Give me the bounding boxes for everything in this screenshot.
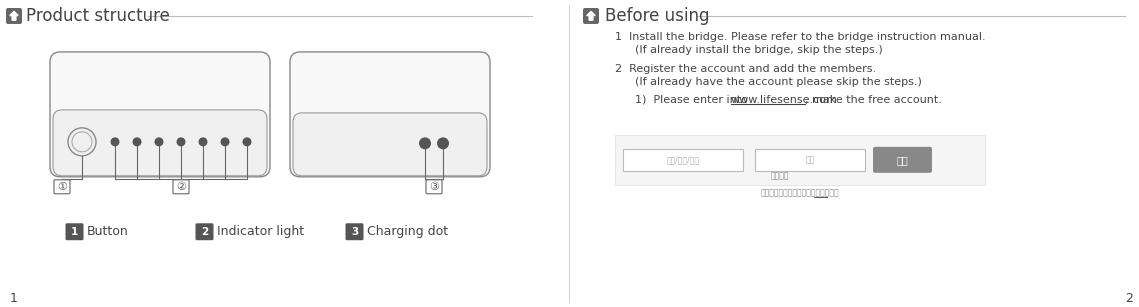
Circle shape bbox=[419, 137, 431, 149]
Text: 2  Register the account and add the members.: 2 Register the account and add the membe… bbox=[615, 64, 876, 74]
Text: 1: 1 bbox=[71, 227, 79, 237]
Polygon shape bbox=[10, 11, 18, 20]
Circle shape bbox=[155, 137, 164, 146]
Text: www.lifesense.com: www.lifesense.com bbox=[731, 95, 837, 105]
Text: 3: 3 bbox=[351, 227, 358, 237]
FancyBboxPatch shape bbox=[54, 110, 267, 176]
Text: 1: 1 bbox=[10, 292, 18, 305]
Text: 2: 2 bbox=[1125, 292, 1133, 305]
Text: 还没有乐心健康中心的账号？免费注册: 还没有乐心健康中心的账号？免费注册 bbox=[761, 188, 839, 197]
FancyBboxPatch shape bbox=[426, 180, 442, 194]
Text: ②: ② bbox=[177, 182, 186, 192]
Text: Charging dot: Charging dot bbox=[367, 225, 448, 238]
FancyBboxPatch shape bbox=[872, 147, 932, 173]
Circle shape bbox=[68, 128, 96, 156]
Text: (If already have the account please skip the steps.): (If already have the account please skip… bbox=[636, 77, 921, 87]
Text: Indicator light: Indicator light bbox=[218, 225, 304, 238]
Text: 帐号/卡号/邮箱: 帐号/卡号/邮箱 bbox=[666, 155, 699, 164]
FancyBboxPatch shape bbox=[290, 52, 490, 177]
Text: 2: 2 bbox=[200, 227, 208, 237]
Text: Before using: Before using bbox=[605, 7, 710, 25]
FancyBboxPatch shape bbox=[54, 180, 69, 194]
Circle shape bbox=[221, 137, 229, 146]
Polygon shape bbox=[587, 11, 596, 20]
Text: (If already install the bridge, skip the steps.): (If already install the bridge, skip the… bbox=[636, 45, 883, 55]
Text: ③: ③ bbox=[429, 182, 439, 192]
Text: 1  Install the bridge. Please refer to the bridge instruction manual.: 1 Install the bridge. Please refer to th… bbox=[615, 32, 985, 42]
Text: , make the free account.: , make the free account. bbox=[804, 95, 942, 105]
Text: 密码: 密码 bbox=[805, 155, 814, 164]
Circle shape bbox=[177, 137, 186, 146]
FancyBboxPatch shape bbox=[583, 8, 599, 24]
Text: 登录: 登录 bbox=[896, 155, 909, 165]
Bar bbox=[615, 135, 985, 185]
Text: ①: ① bbox=[57, 182, 67, 192]
Circle shape bbox=[198, 137, 207, 146]
Text: 1)  Please enter into: 1) Please enter into bbox=[636, 95, 752, 105]
FancyBboxPatch shape bbox=[345, 223, 363, 240]
FancyBboxPatch shape bbox=[6, 8, 22, 24]
FancyBboxPatch shape bbox=[66, 223, 83, 240]
FancyBboxPatch shape bbox=[173, 180, 189, 194]
Circle shape bbox=[132, 137, 141, 146]
Text: Product structure: Product structure bbox=[26, 7, 170, 25]
Bar bbox=[623, 149, 743, 171]
Circle shape bbox=[110, 137, 120, 146]
FancyBboxPatch shape bbox=[196, 223, 213, 240]
Circle shape bbox=[437, 137, 449, 149]
FancyBboxPatch shape bbox=[293, 113, 487, 176]
FancyBboxPatch shape bbox=[50, 52, 270, 177]
Bar bbox=[755, 149, 865, 171]
Circle shape bbox=[243, 137, 252, 146]
Text: Button: Button bbox=[87, 225, 129, 238]
Text: 忘记密码: 忘记密码 bbox=[771, 171, 789, 180]
